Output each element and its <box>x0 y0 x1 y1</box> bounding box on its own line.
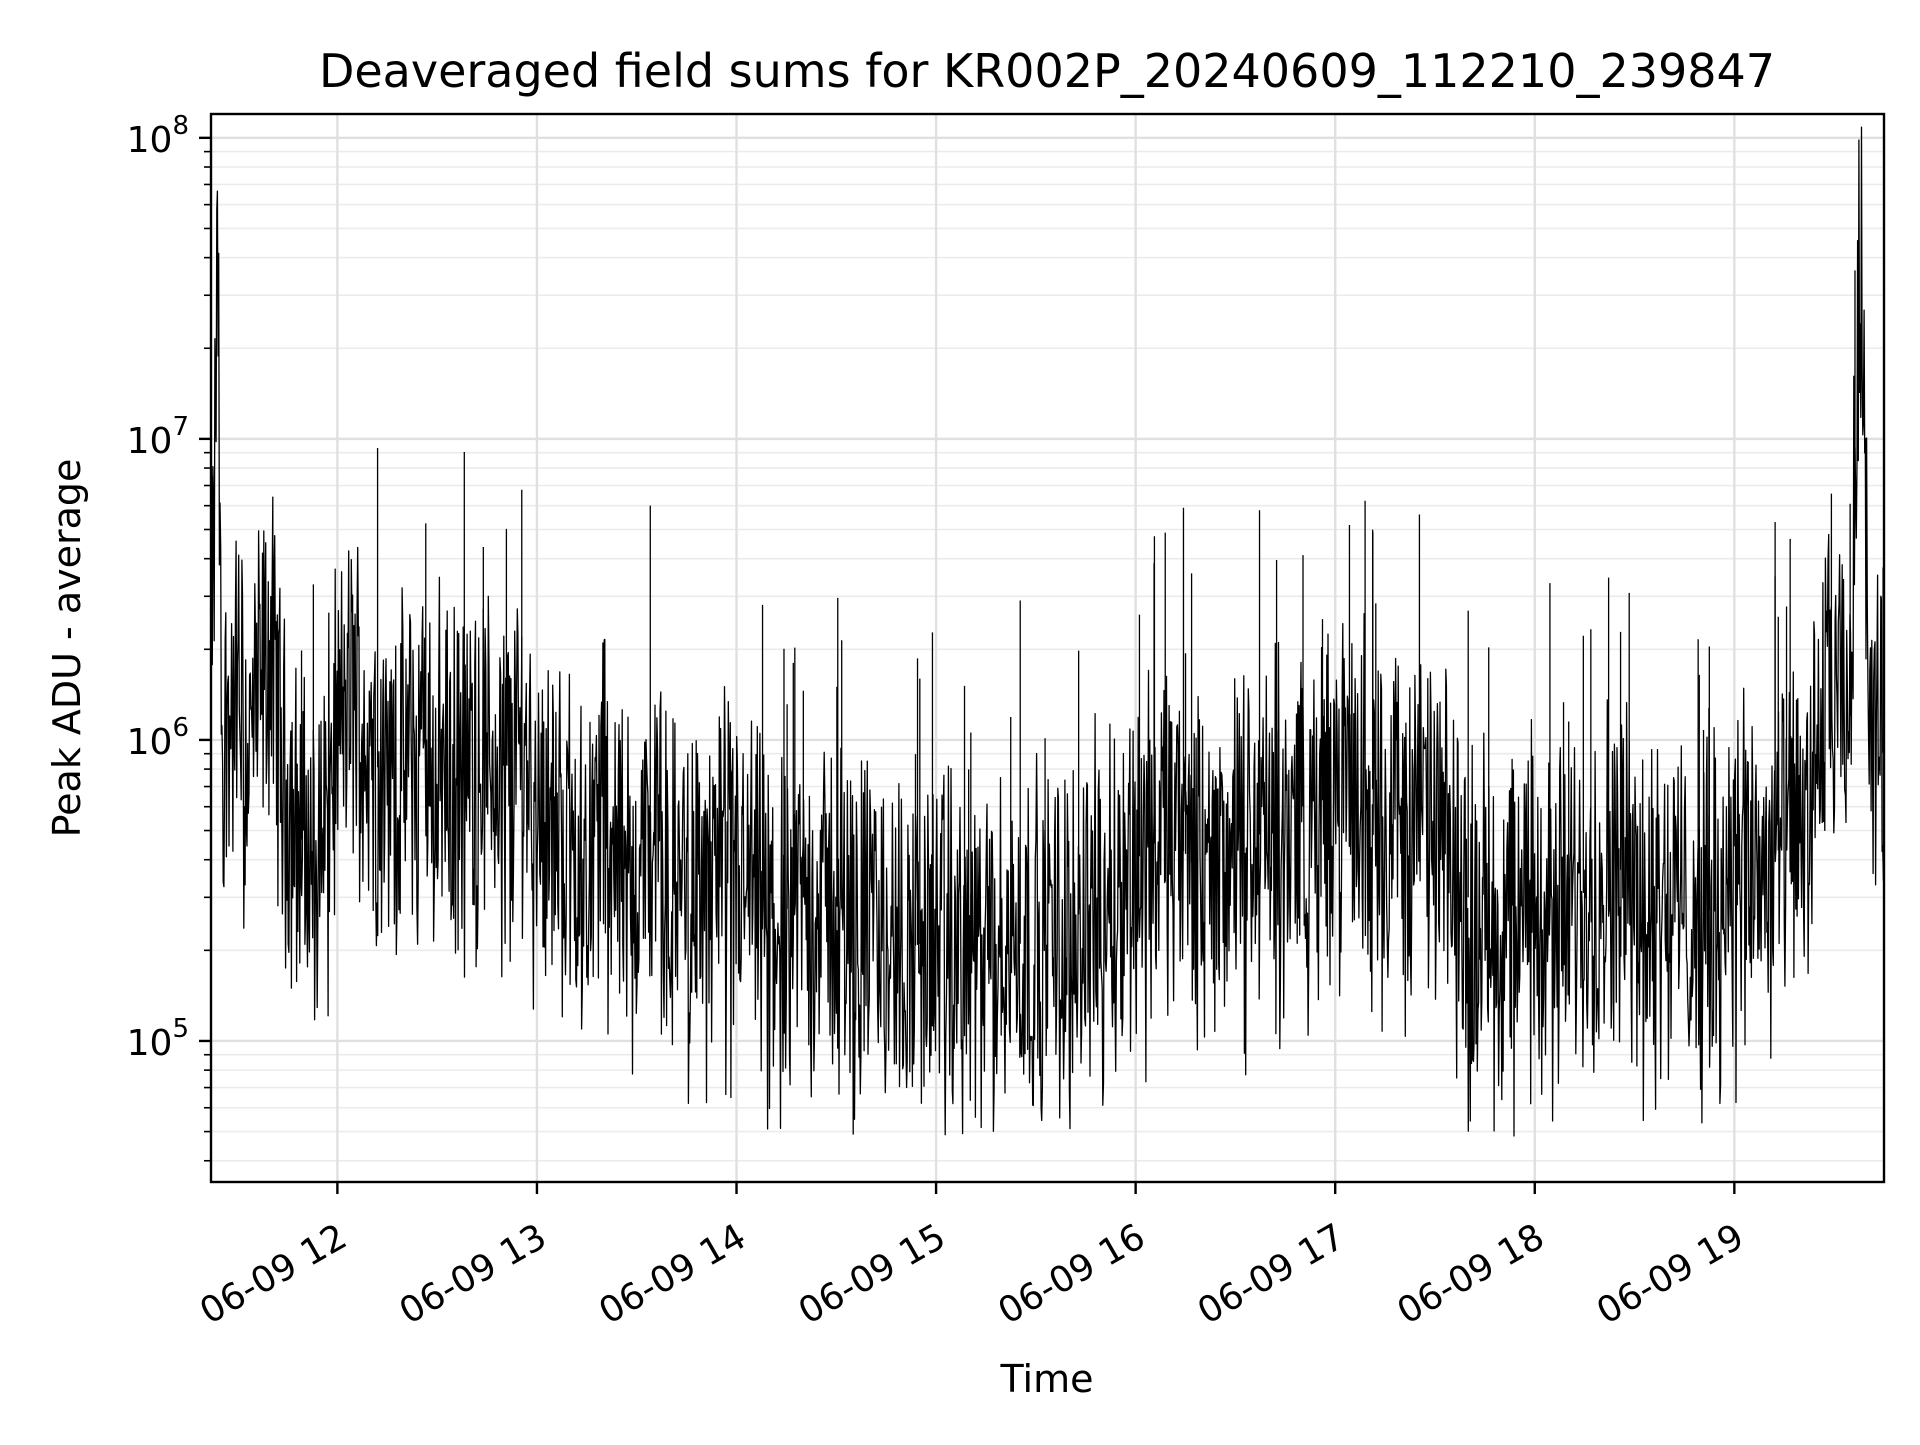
plot-frame <box>209 112 1886 1184</box>
y-tick-label: 107 <box>127 412 189 462</box>
x-axis-label: Time <box>1000 1357 1094 1401</box>
y-axis-label: Peak ADU - average <box>45 459 89 838</box>
spikes <box>300 270 1884 964</box>
series-line <box>210 126 1885 1137</box>
chart-title: Deaveraged field sums for KR002P_2024060… <box>319 44 1775 98</box>
y-tick-label: 106 <box>127 713 189 763</box>
y-axis: 105 106 107 108 <box>127 111 211 1162</box>
y-tick-label: 105 <box>127 1014 189 1064</box>
y-tick-label: 108 <box>127 111 189 161</box>
